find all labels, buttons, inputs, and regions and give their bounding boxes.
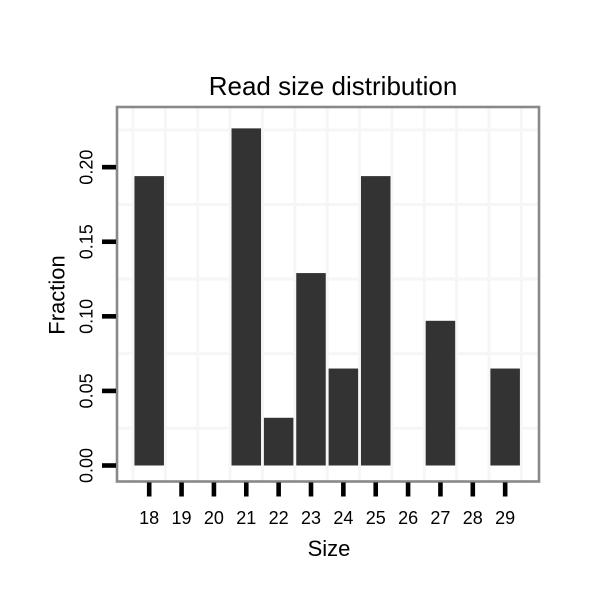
x-tick-label: 23 — [301, 508, 321, 528]
tick-labels: 18 19 20 21 22 23 24 25 26 27 28 29 0.00 0.05 0.10 0.15… — [77, 150, 516, 528]
y-tick-label: 0.15 — [77, 224, 97, 259]
bar — [134, 176, 164, 466]
bar — [263, 417, 294, 466]
y-tick-label: 0.05 — [77, 373, 97, 408]
bar-series — [134, 128, 520, 466]
x-tick-label: 21 — [236, 508, 256, 528]
panel-border — [115, 105, 541, 483]
gridlines — [117, 107, 539, 482]
x-axis-label: Size — [308, 536, 351, 561]
y-tick-label: 0.10 — [77, 299, 97, 334]
x-tick-label: 20 — [204, 508, 224, 528]
x-tick-label: 25 — [366, 508, 386, 528]
x-tick-label: 29 — [495, 508, 515, 528]
bar — [231, 128, 262, 466]
x-tick-label: 19 — [172, 508, 192, 528]
x-tick-label: 24 — [333, 508, 353, 528]
y-axis-label: Fraction — [45, 255, 70, 334]
x-tick-label: 26 — [398, 508, 418, 528]
bar — [296, 273, 326, 466]
bar — [425, 320, 456, 466]
chart-title: Read size distribution — [209, 71, 458, 101]
x-tick-label: 18 — [139, 508, 159, 528]
y-tick-label: 0.00 — [77, 448, 97, 483]
x-tick-label: 27 — [430, 508, 450, 528]
axis-ticks — [102, 164, 508, 497]
bar — [490, 368, 520, 466]
x-tick-label: 22 — [269, 508, 289, 528]
bar — [360, 176, 391, 466]
x-tick-label: 28 — [463, 508, 483, 528]
y-tick-label: 0.20 — [77, 150, 97, 185]
bar — [328, 368, 359, 466]
